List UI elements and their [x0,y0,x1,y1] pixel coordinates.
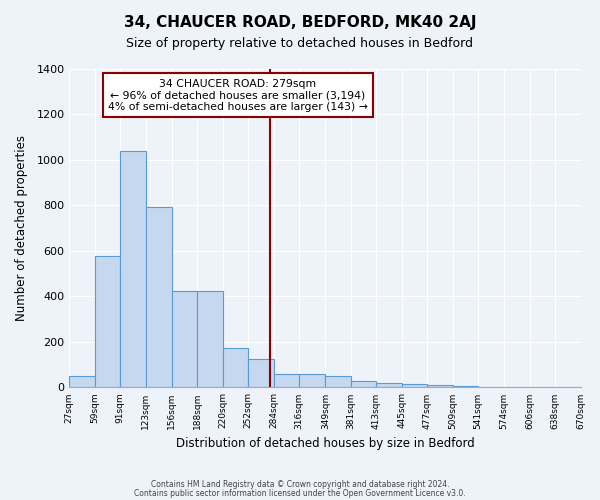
Bar [478,386,504,388]
Bar [299,374,325,388]
Y-axis label: Number of detached properties: Number of detached properties [15,135,28,321]
Text: 34 CHAUCER ROAD: 279sqm
← 96% of detached houses are smaller (3,194)
4% of semi-: 34 CHAUCER ROAD: 279sqm ← 96% of detache… [108,78,368,112]
Bar [70,376,95,388]
Text: 34, CHAUCER ROAD, BEDFORD, MK40 2AJ: 34, CHAUCER ROAD, BEDFORD, MK40 2AJ [124,15,476,30]
Bar [452,386,478,388]
Text: Contains HM Land Registry data © Crown copyright and database right 2024.: Contains HM Land Registry data © Crown c… [151,480,449,489]
Bar [146,206,172,388]
Bar [325,376,351,388]
Bar [95,256,120,388]
Bar [172,291,197,388]
Bar [376,383,401,388]
Bar [427,385,452,388]
Bar [120,151,146,388]
X-axis label: Distribution of detached houses by size in Bedford: Distribution of detached houses by size … [176,437,474,450]
Bar [401,384,427,388]
Bar [351,380,376,388]
Bar [248,359,274,388]
Bar [197,291,223,388]
Text: Size of property relative to detached houses in Bedford: Size of property relative to detached ho… [127,38,473,51]
Bar [274,374,299,388]
Text: Contains public sector information licensed under the Open Government Licence v3: Contains public sector information licen… [134,489,466,498]
Bar [223,348,248,388]
